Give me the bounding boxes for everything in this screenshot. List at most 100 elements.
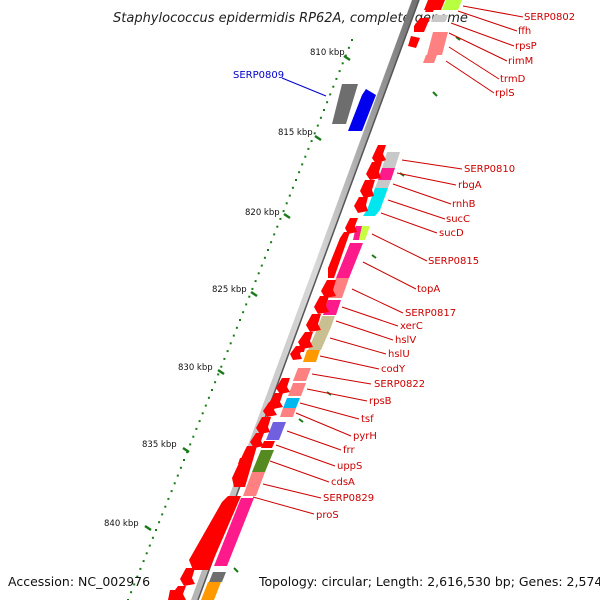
gene-proS[interactable] — [214, 498, 254, 566]
gene-rpsP[interactable] — [414, 18, 430, 32]
gene-bottom-orange[interactable] — [201, 582, 221, 600]
gene-rbgA[interactable] — [378, 168, 395, 180]
gene-arrow[interactable] — [238, 458, 248, 464]
gene-topA[interactable] — [336, 243, 363, 278]
gene-serp0822[interactable] — [293, 368, 311, 381]
scale-dot — [295, 179, 297, 181]
scale-dot — [285, 202, 288, 205]
leader-rplS — [445, 60, 495, 94]
label-topA[interactable]: topA — [417, 284, 440, 295]
gene-highlight-group: SERP0809 — [233, 70, 376, 131]
label-serp0817[interactable]: SERP0817 — [405, 308, 456, 319]
gene-arrow[interactable] — [168, 590, 180, 600]
label-pyrH[interactable]: pyrH — [353, 431, 377, 442]
gene-arrow[interactable] — [372, 145, 386, 164]
label-serp0815[interactable]: SERP0815 — [428, 256, 479, 267]
gene-trmD[interactable] — [431, 15, 448, 22]
label-tsf[interactable]: tsf — [361, 414, 374, 425]
label-sucD[interactable]: sucD — [439, 228, 464, 239]
label-serp0829[interactable]: SERP0829 — [323, 493, 374, 504]
scale-dot — [282, 210, 285, 213]
scale-dot — [288, 194, 291, 197]
gene-small-top[interactable] — [425, 4, 436, 12]
gene-sucC[interactable] — [367, 188, 388, 210]
gene-serp0809-gray[interactable] — [332, 84, 358, 124]
label-rpsP[interactable]: rpsP — [515, 41, 537, 52]
scale-dot — [254, 280, 257, 283]
label-serp0802[interactable]: SERP0802 — [524, 12, 575, 23]
gene-arrow[interactable] — [250, 433, 264, 448]
label-xerC[interactable]: xerC — [400, 321, 423, 332]
label-proS[interactable]: proS — [316, 510, 339, 521]
gene-frr[interactable] — [266, 422, 286, 440]
label-ffh[interactable]: ffh — [518, 26, 531, 37]
scale-dot — [155, 529, 157, 531]
gene-arrow[interactable] — [321, 280, 336, 298]
leader-serp0802 — [462, 5, 524, 18]
gene-rplS[interactable] — [423, 55, 437, 63]
gene-arrow[interactable] — [263, 402, 277, 417]
label-rplS[interactable]: rplS — [495, 88, 515, 99]
label-frr[interactable]: frr — [343, 445, 355, 456]
label-sucC[interactable]: sucC — [446, 214, 470, 225]
scale-dot — [130, 591, 133, 594]
gene-ffh[interactable] — [442, 0, 462, 10]
gene-rpsB[interactable] — [288, 383, 306, 396]
scale-dot — [351, 39, 353, 41]
scale-dot — [139, 567, 142, 570]
gene-serp0815b[interactable] — [359, 226, 370, 240]
gene-tsf[interactable] — [283, 398, 300, 408]
leader-serp0829 — [262, 483, 322, 499]
gene-serp0809[interactable] — [348, 89, 376, 131]
gene-hslU[interactable] — [308, 327, 331, 350]
gene-rimM[interactable] — [427, 32, 448, 55]
gene-arrow-long[interactable] — [189, 496, 241, 570]
label-hslV[interactable]: hslV — [395, 335, 416, 346]
gene-rnhB[interactable] — [375, 180, 391, 188]
gene-arrow[interactable] — [366, 162, 382, 180]
label-uppS[interactable]: uppS — [337, 461, 362, 472]
gene-arrow[interactable] — [314, 296, 329, 314]
gene-arrow[interactable] — [232, 446, 257, 487]
gene-arrow[interactable] — [180, 568, 195, 586]
gene-pyrH[interactable] — [280, 408, 296, 417]
gene-arrow[interactable] — [276, 378, 290, 394]
scale-dot — [145, 552, 148, 555]
scale-dot — [263, 256, 266, 259]
gene-arrow[interactable] — [360, 180, 375, 198]
gene-serp0810[interactable] — [382, 152, 400, 168]
scale-dot — [260, 264, 263, 267]
gene-sucD[interactable] — [363, 210, 380, 216]
gene-serp0829[interactable] — [243, 472, 265, 496]
leader-rpsP — [450, 22, 515, 47]
gene-arrow[interactable] — [345, 218, 358, 234]
label-rimM[interactable]: rimM — [508, 56, 533, 67]
gene-small-top[interactable] — [408, 36, 420, 48]
label-rnhB[interactable]: rnhB — [452, 199, 476, 210]
leader-pyrH — [295, 412, 352, 437]
label-rbgA[interactable]: rbgA — [458, 180, 482, 191]
label-codY[interactable]: codY — [381, 364, 406, 375]
leader-sucC — [387, 199, 446, 220]
gene-cdsA[interactable] — [252, 450, 274, 472]
gene-hslV[interactable] — [318, 316, 335, 327]
gene-codY[interactable] — [303, 350, 320, 362]
scale-dot — [326, 101, 329, 104]
gene-arrow[interactable] — [256, 417, 271, 434]
label-hslU[interactable]: hslU — [388, 349, 410, 360]
gene-arrow[interactable] — [328, 232, 350, 278]
label-rpsB[interactable]: rpsB — [369, 396, 392, 407]
gene-uppS[interactable] — [261, 441, 275, 448]
label-serp0809[interactable]: SERP0809 — [233, 70, 284, 81]
scale-dot — [204, 404, 207, 407]
scale-dot — [133, 583, 136, 586]
label-serp0810[interactable]: SERP0810 — [464, 164, 515, 175]
label-cdsA[interactable]: cdsA — [331, 477, 355, 488]
gene-bottom-gray[interactable] — [209, 572, 226, 582]
label-serp0822[interactable]: SERP0822 — [374, 379, 425, 390]
label-trmD[interactable]: trmD — [500, 74, 526, 85]
gene-arrow[interactable] — [298, 344, 306, 352]
gene-arrow[interactable] — [306, 314, 321, 332]
scale-dot — [316, 124, 319, 127]
gene-arrow[interactable] — [354, 197, 368, 213]
